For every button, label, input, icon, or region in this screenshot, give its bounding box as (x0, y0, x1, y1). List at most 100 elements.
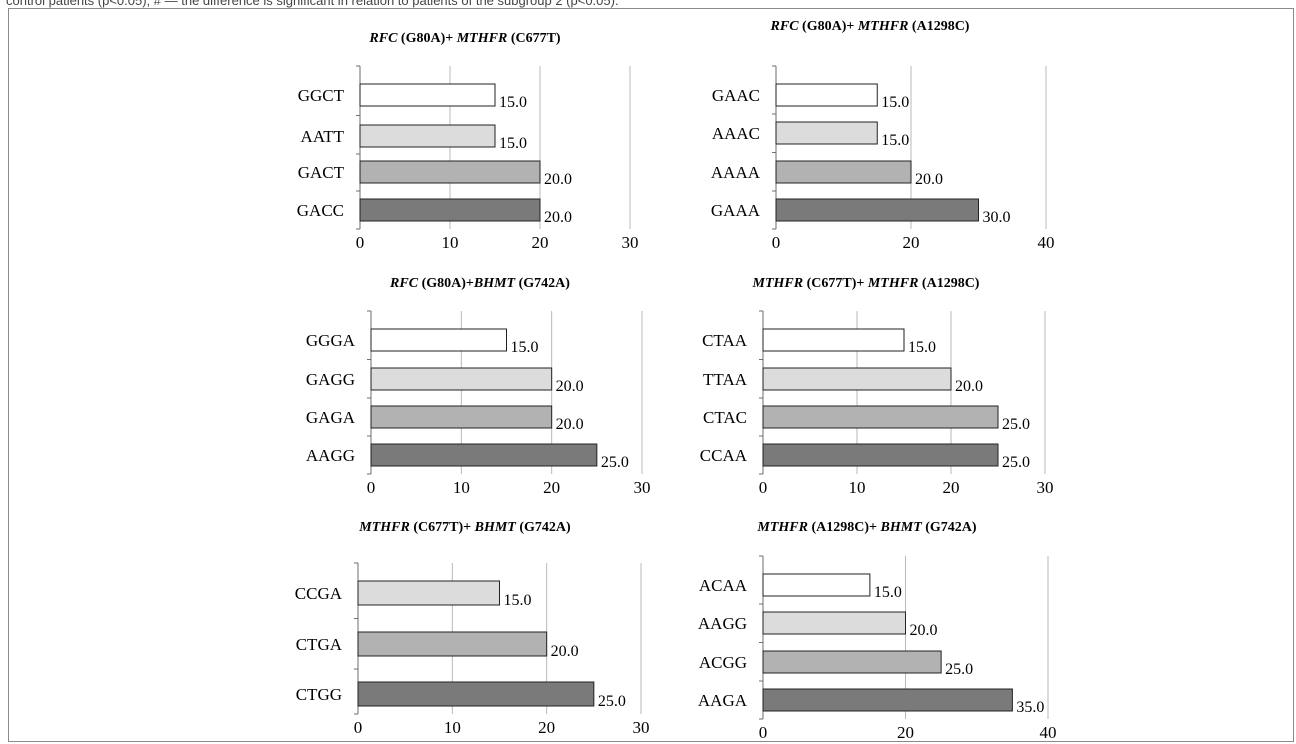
chart-title: RFC (G80A)+BHMT (G742A) (389, 276, 570, 291)
category-label: AAGA (698, 691, 748, 710)
bar (775, 121, 878, 145)
x-tick-label: 20 (543, 478, 560, 497)
bar (762, 328, 905, 352)
value-label: 20.0 (910, 622, 938, 639)
chart-panel: RFC (G80A)+BHMT (G742A) GGGA 15.0 GAGG 20.0 G… (306, 276, 651, 497)
category-label: ACAA (699, 576, 748, 595)
x-tick-label: 40 (1040, 723, 1057, 742)
category-label: AATT (301, 127, 345, 146)
chart-title-part: RFC (770, 19, 800, 34)
bar (370, 367, 553, 391)
category-label: AAGG (306, 446, 355, 465)
x-tick-label: 10 (444, 718, 461, 737)
bar (762, 650, 942, 674)
x-tick-label: 20 (538, 718, 555, 737)
chart-title-part: MTHFR (857, 19, 909, 34)
category-label: GGGA (306, 331, 356, 350)
category-label: TTAA (703, 370, 748, 389)
category-label: GAAA (711, 201, 761, 220)
bar (359, 160, 541, 184)
value-label: 15.0 (881, 94, 909, 111)
x-tick-label: 0 (759, 478, 768, 497)
value-label: 25.0 (1002, 454, 1030, 471)
category-label: CTAC (703, 408, 747, 427)
value-label: 20.0 (551, 643, 579, 660)
bar (762, 573, 871, 597)
value-label: 20.0 (544, 171, 572, 188)
value-label: 15.0 (499, 135, 527, 152)
value-label: 15.0 (874, 584, 902, 601)
chart-title-part: BHMT (474, 520, 518, 535)
x-tick-label: 20 (903, 233, 920, 252)
chart-title-part: RFC (389, 276, 419, 291)
bar (370, 328, 507, 352)
chart-title-part: (G80A)+ (397, 31, 456, 46)
category-label: CTGG (296, 685, 342, 704)
chart-title: MTHFR (C677T)+ MTHFR (A1298C) (752, 276, 980, 291)
chart-title-part: (C677T) (507, 31, 561, 46)
category-label: GAAC (712, 86, 760, 105)
category-label: AAGG (698, 614, 747, 633)
bar (357, 580, 500, 606)
bar (762, 367, 952, 391)
chart-title-part: (A1298C) (918, 276, 979, 291)
bar (370, 443, 598, 467)
value-label: 20.0 (955, 378, 983, 395)
chart-panel: MTHFR (C677T)+ MTHFR (A1298C) CTAA 15.0 TTA… (700, 276, 1054, 497)
x-tick-label: 0 (354, 718, 363, 737)
x-tick-label: 0 (772, 233, 781, 252)
chart-title-part: (G742A) (922, 520, 977, 535)
category-label: GAGA (306, 408, 356, 427)
category-label: CTAA (702, 331, 748, 350)
value-label: 15.0 (908, 339, 936, 356)
chart-title-part: MTHFR (752, 276, 804, 291)
bar (775, 160, 912, 184)
bar (359, 83, 496, 107)
chart-title: RFC (G80A)+ MTHFR (A1298C) (770, 19, 970, 34)
x-tick-label: 30 (633, 718, 650, 737)
value-label: 15.0 (511, 339, 539, 356)
chart-title-part: BHMT (880, 520, 924, 535)
figure-caption-fragment: control patients (p<0.05); # — the diffe… (6, 0, 619, 8)
bar (357, 631, 548, 657)
x-tick-label: 30 (622, 233, 639, 252)
chart-title-part: (A1298C)+ (808, 520, 881, 535)
category-label: CCGA (295, 584, 343, 603)
value-label: 20.0 (556, 378, 584, 395)
chart-title-part: (C677T)+ (410, 520, 475, 535)
x-tick-label: 30 (1037, 478, 1054, 497)
chart-title-part: MTHFR (756, 520, 808, 535)
chart-title-part: MTHFR (358, 520, 410, 535)
value-label: 15.0 (504, 592, 532, 609)
chart-title-part: (A1298C) (908, 19, 969, 34)
chart-title: MTHFR (C677T)+ BHMT (G742A) (358, 520, 571, 535)
value-label: 20.0 (544, 209, 572, 226)
chart-title-part: (G80A)+ (418, 276, 474, 291)
x-tick-label: 30 (634, 478, 651, 497)
category-label: CTGA (296, 635, 343, 654)
chart-title-part: (G742A) (516, 520, 571, 535)
chart-title-part: MTHFR (456, 31, 508, 46)
chart-title-part: (C677T)+ (803, 276, 868, 291)
x-tick-label: 20 (897, 723, 914, 742)
value-label: 15.0 (499, 94, 527, 111)
chart-panel: MTHFR (A1298C)+ BHMT (G742A) ACAA 15.0 AAGG… (698, 520, 1057, 742)
chart-title: RFC (G80A)+ MTHFR (C677T) (368, 31, 561, 46)
chart-panel: MTHFR (C677T)+ BHMT (G742A) CCGA 15.0 CTGA 2… (295, 520, 650, 737)
category-label: GACT (298, 163, 345, 182)
x-tick-label: 10 (453, 478, 470, 497)
category-label: GAGG (306, 370, 355, 389)
chart-title-part: (G742A) (515, 276, 570, 291)
bar (762, 688, 1013, 712)
chart-panel: RFC (G80A)+ MTHFR (A1298C) GAAC 15.0 AAAC 15… (711, 19, 1055, 252)
value-label: 20.0 (915, 171, 943, 188)
value-label: 15.0 (881, 132, 909, 149)
bar (359, 124, 496, 148)
chart-title: MTHFR (A1298C)+ BHMT (G742A) (756, 520, 977, 535)
value-label: 30.0 (983, 209, 1011, 226)
chart-title-part: MTHFR (867, 276, 919, 291)
value-label: 25.0 (598, 693, 626, 710)
category-label: AAAA (711, 163, 761, 182)
x-tick-label: 40 (1038, 233, 1055, 252)
